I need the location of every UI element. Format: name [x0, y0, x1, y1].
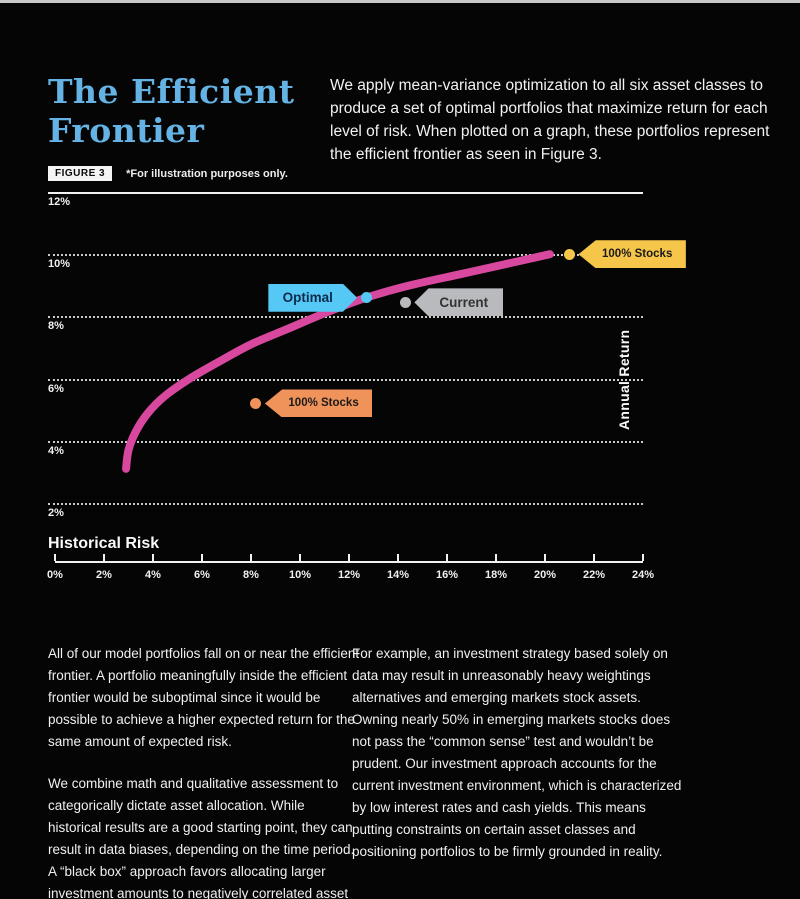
efficient-frontier-chart: 12% 10% 8% 6% 4% 2% 0% 2% 4% 6% 8% 10% 12% 14% 16% 18% 2… — [0, 3, 800, 899]
optimal-flag: Optimal — [268, 283, 358, 312]
x-tick — [54, 554, 56, 561]
x-tick-label: 20% — [533, 569, 557, 581]
paragraph: All of our model portfolios fall on or n… — [48, 646, 360, 749]
y-tick-label: 10% — [48, 258, 71, 271]
100-stocks-flag: 100% Stocks — [578, 240, 686, 269]
x-tick-label: 6% — [194, 569, 210, 581]
y-tick-label: 4% — [48, 444, 64, 457]
x-axis-title: Historical Risk — [48, 535, 160, 552]
flag-label: 100% Stocks — [288, 397, 359, 410]
x-tick — [642, 554, 644, 561]
x-tick-label: 10% — [288, 569, 312, 581]
100-stocks-dot — [564, 248, 575, 260]
x-tick-label: 18% — [484, 569, 508, 581]
figure-caption-row: FIGURE 3 *For illustration purposes only… — [48, 166, 288, 181]
paragraph: For example, an investment strategy base… — [352, 646, 682, 859]
gridline-2pct — [48, 503, 643, 505]
gridline-12pct — [48, 192, 643, 194]
gridline-8pct — [48, 316, 643, 319]
intro-paragraph: We apply mean-variance optimization to a… — [330, 76, 770, 164]
gridline-10pct — [48, 254, 643, 257]
x-tick — [103, 554, 105, 561]
x-tick — [495, 554, 497, 561]
figure-disclaimer: *For illustration purposes only. — [126, 167, 288, 180]
x-tick-label: 22% — [582, 569, 606, 581]
x-tick-label: 12% — [337, 569, 361, 581]
gridline-6pct — [48, 378, 643, 381]
x-tick-label: 16% — [435, 569, 459, 581]
x-tick — [397, 554, 399, 561]
paragraph: We combine math and qualitative assessme… — [48, 776, 355, 899]
x-tick — [152, 554, 154, 561]
y-axis-title: Annual Return — [616, 329, 632, 431]
current-dot — [399, 296, 411, 308]
page-title: The Efficient Frontier — [48, 72, 295, 151]
body-column-left: All of our model portfolios fall on or n… — [48, 643, 360, 899]
x-tick-label: 14% — [386, 569, 410, 581]
figure-badge: FIGURE 3 — [48, 166, 113, 181]
x-tick — [446, 554, 448, 561]
optimal-dot — [360, 292, 372, 304]
x-axis-line — [55, 561, 643, 563]
x-tick — [544, 554, 546, 561]
x-tick — [201, 554, 203, 561]
x-tick-label: 24% — [631, 569, 655, 581]
x-tick-label: 0% — [47, 569, 63, 581]
y-tick-label: 12% — [48, 196, 71, 208]
current-flag: Current — [414, 288, 504, 317]
x-tick-label: 8% — [243, 569, 259, 581]
y-tick-label: 2% — [48, 507, 64, 519]
gridline-4pct — [48, 440, 643, 443]
100-stocks-flag: 100% Stocks — [264, 389, 373, 418]
flag-label: 100% Stocks — [602, 248, 673, 261]
y-tick-label: 6% — [48, 382, 64, 395]
flag-label: Optimal — [282, 290, 333, 306]
x-tick — [299, 554, 301, 561]
body-column-right: For example, an investment strategy base… — [352, 643, 684, 883]
x-tick — [250, 554, 252, 561]
x-tick-label: 2% — [96, 569, 112, 581]
100-stocks-dot — [250, 397, 262, 409]
x-tick — [348, 554, 350, 561]
x-tick — [593, 554, 595, 561]
y-tick-label: 8% — [48, 320, 64, 333]
flag-label: Current — [439, 294, 489, 310]
x-tick-label: 4% — [145, 569, 161, 581]
